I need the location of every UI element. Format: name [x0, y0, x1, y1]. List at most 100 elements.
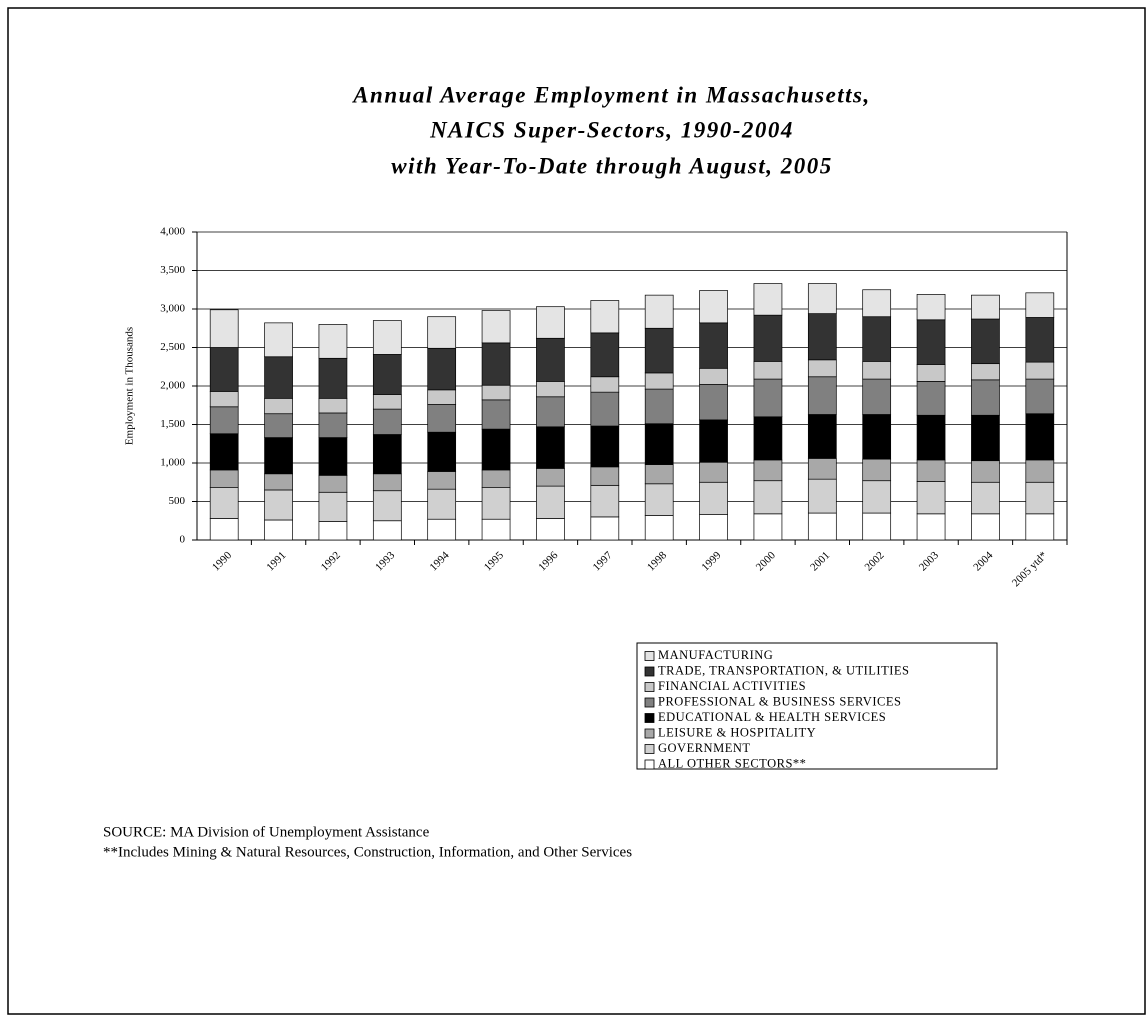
- bar-segment: [644, 483, 674, 516]
- bar-segment: [590, 300, 620, 334]
- bar-segment: [1025, 378, 1055, 415]
- bar-segment: [699, 367, 728, 385]
- bar-segment: [536, 518, 565, 541]
- bar-segment: [916, 294, 946, 321]
- bar-segment: [372, 434, 402, 475]
- bar-segment: [644, 294, 674, 329]
- bar-segment: [807, 512, 837, 541]
- x-tick-label: 1991: [264, 549, 288, 573]
- bar-segment: [427, 518, 457, 541]
- bar-segment: [971, 379, 1000, 416]
- bar-segment: [427, 389, 457, 405]
- bar-segment: [264, 473, 293, 491]
- bar-segment: [209, 347, 239, 392]
- bar-segment: [971, 513, 1000, 541]
- bar-segment: [590, 391, 620, 427]
- bar-segment: [699, 384, 728, 421]
- bar-segment: [644, 327, 674, 374]
- x-tick-label: 1992: [319, 549, 343, 573]
- bar-segment: [753, 416, 783, 461]
- x-tick-label: 2002: [863, 549, 887, 573]
- bar-segment: [209, 433, 239, 471]
- legend-swatch: [644, 682, 655, 692]
- x-tick-label: 1998: [645, 549, 669, 573]
- x-tick-label: 1993: [373, 549, 397, 573]
- bar-segment: [590, 425, 620, 468]
- bar-segment: [318, 491, 348, 522]
- legend-label: EDUCATIONAL & HEALTH SERVICES: [658, 710, 886, 724]
- bar-segment: [264, 489, 293, 521]
- bar-segment: [481, 310, 511, 344]
- bar-segment: [753, 361, 783, 380]
- chart-title: NAICS Super-Sectors, 1990-2004: [429, 117, 794, 142]
- bar-segment: [807, 283, 837, 314]
- bar-segment: [753, 480, 783, 515]
- bar-segment: [372, 394, 402, 410]
- legend-swatch: [644, 759, 655, 770]
- bar-segment: [862, 414, 892, 460]
- bar-segment: [644, 388, 674, 425]
- x-tick-label: 1999: [699, 549, 723, 573]
- bar-segment: [753, 459, 783, 482]
- bar-segment: [753, 513, 783, 541]
- bar-segment: [699, 461, 728, 483]
- bar-segment: [916, 364, 946, 382]
- bar-segment: [372, 490, 402, 522]
- bar-segment: [372, 408, 402, 435]
- bar-segment: [807, 478, 837, 514]
- x-tick-label: 1995: [482, 549, 506, 573]
- bar-segment: [862, 316, 892, 362]
- bar-segment: [862, 512, 892, 541]
- bar-segment: [427, 471, 457, 490]
- bar-segment: [1025, 361, 1055, 380]
- bar-segment: [372, 473, 402, 492]
- bar-segment: [753, 378, 783, 418]
- y-tick-label: 3,000: [160, 303, 185, 315]
- bar-segment: [644, 423, 674, 465]
- bar-segment: [971, 481, 1000, 515]
- bar-segment: [372, 520, 402, 541]
- bar-segment: [916, 513, 946, 541]
- legend-label: ALL OTHER SECTORS**: [658, 756, 806, 770]
- bar-segment: [971, 363, 1000, 381]
- bar-segment: [971, 460, 1000, 483]
- legend-box: [636, 642, 998, 770]
- bar-segment: [644, 515, 674, 541]
- bar-segment: [590, 376, 620, 393]
- bar-segment: [209, 309, 239, 348]
- x-tick-label: 2005 ytd*: [1010, 549, 1050, 589]
- chart-title: with Year-To-Date through August, 2005: [391, 153, 833, 178]
- bar-segment: [209, 469, 239, 488]
- bar-segment: [481, 399, 511, 430]
- bar-segment: [481, 487, 511, 520]
- bar-segment: [536, 468, 565, 487]
- bar-segment: [264, 519, 293, 541]
- bar-segment: [318, 357, 348, 399]
- y-tick-label: 500: [169, 495, 186, 507]
- legend-label: LEISURE & HOSPITALITY: [658, 725, 816, 739]
- bar-segment: [862, 480, 892, 514]
- bar-segment: [753, 314, 783, 362]
- bar-segment: [862, 458, 892, 482]
- source-note: SOURCE: MA Division of Unemployment Assi…: [103, 824, 430, 840]
- bar-segment: [481, 342, 511, 386]
- bar-segment: [590, 484, 620, 518]
- bar-segment: [209, 487, 239, 519]
- bar-segment: [481, 518, 511, 541]
- bar-segment: [318, 397, 348, 414]
- bar-segment: [916, 414, 946, 461]
- bar-segment: [807, 313, 837, 361]
- y-tick-label: 3,500: [160, 264, 185, 276]
- bar-segment: [1025, 481, 1055, 515]
- bar-segment: [699, 514, 728, 541]
- bar-segment: [916, 319, 946, 365]
- bar-segment: [916, 459, 946, 482]
- bar-segment: [590, 466, 620, 486]
- x-tick-label: 1996: [536, 549, 560, 573]
- legend-label: TRADE, TRANSPORTATION, & UTILITIES: [658, 663, 909, 677]
- legend-swatch: [644, 713, 655, 723]
- bar-segment: [971, 318, 1000, 365]
- bar-segment: [264, 437, 293, 475]
- bar-segment: [318, 324, 348, 359]
- y-tick-label: 4,000: [160, 226, 185, 238]
